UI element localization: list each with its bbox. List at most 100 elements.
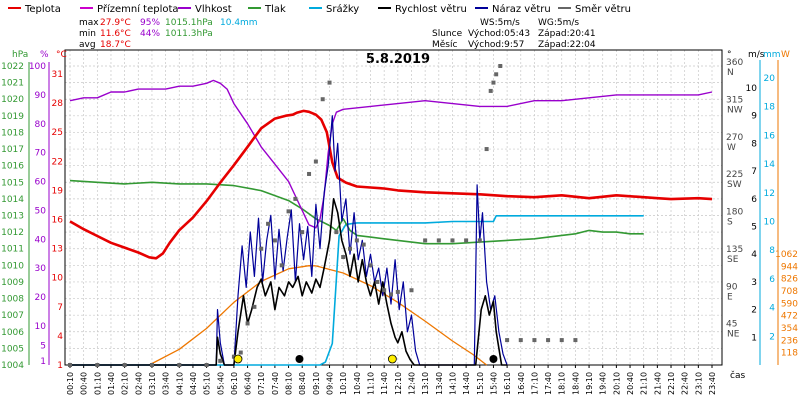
series-temperature-line bbox=[69, 109, 713, 260]
x-tick-label: 10:40 bbox=[353, 372, 362, 395]
axis-ms: m/s 1 2 3 4 5 6 7 8 9 10 bbox=[746, 50, 765, 343]
series-wind-dir-point bbox=[389, 292, 393, 297]
axis-ms-tick: 7 bbox=[751, 167, 757, 177]
series-wind-dir-point bbox=[423, 238, 428, 243]
x-tick-label: 15:40 bbox=[489, 372, 498, 395]
info-moon-rise: Východ:9:57 bbox=[468, 40, 524, 50]
x-tick-label: 18:40 bbox=[571, 372, 580, 395]
axis-w: W 118 236 354 472 590 708 826 944 1062 bbox=[775, 50, 798, 365]
axis-ms-tick: 8 bbox=[751, 139, 757, 149]
axis-pct-tick: 10 bbox=[35, 322, 47, 332]
series-wind-dir-point bbox=[484, 147, 489, 152]
axis-c-tick: 16 bbox=[52, 216, 64, 226]
stats-min-press: 1011.3hPa bbox=[165, 29, 213, 39]
axis-mm-tick: 20 bbox=[764, 74, 776, 84]
x-tick-label: 04:10 bbox=[175, 372, 184, 395]
axis-w-tick: 708 bbox=[781, 287, 798, 297]
x-axis-label: čas bbox=[730, 370, 745, 381]
x-tick-label: 02:40 bbox=[134, 372, 143, 395]
axis-hpa-tick: 1016 bbox=[1, 162, 24, 172]
series-wind-dir-point bbox=[272, 238, 277, 243]
axis-mm-tick: 16 bbox=[764, 131, 776, 141]
axis-hpa-tick: 1011 bbox=[1, 245, 24, 255]
axis-c-tick: 4 bbox=[57, 332, 63, 342]
axis-deg-tick: 270 bbox=[726, 133, 743, 143]
axis-hpa-tick: 1012 bbox=[1, 228, 24, 238]
series-wind-dir-point bbox=[436, 238, 441, 243]
info-moon-label: Měsíc bbox=[432, 40, 457, 50]
x-tick-label: 02:10 bbox=[121, 372, 130, 395]
axis-deg-dir: S bbox=[727, 218, 733, 228]
axis-mm-tick: 18 bbox=[764, 103, 776, 113]
axis-mm-tick: 2 bbox=[769, 332, 775, 342]
stats-max-press: 1015.1hPa bbox=[165, 18, 213, 28]
series-wind-dir-point bbox=[334, 230, 339, 235]
series-wind-dir-point bbox=[498, 64, 503, 68]
axis-w-unit: W bbox=[781, 50, 790, 60]
x-tick-label: 07:10 bbox=[257, 372, 266, 395]
axis-pct-tick: 40 bbox=[35, 235, 47, 245]
info-ws: WS:5m/s bbox=[480, 18, 520, 28]
series-wind-dir-point bbox=[286, 209, 291, 214]
axis-mm-tick: 8 bbox=[769, 246, 775, 256]
axis-hpa-tick: 1018 bbox=[1, 128, 24, 138]
axis-hpa-tick: 1015 bbox=[1, 178, 24, 188]
legend-label-vlhkost: Vlhkost bbox=[195, 4, 232, 15]
series-wind-dir-point bbox=[238, 350, 243, 355]
series-wind-dir-point bbox=[307, 171, 312, 176]
series-wind-dir-point bbox=[532, 338, 537, 343]
axis-c-tick: 28 bbox=[52, 99, 64, 109]
series-wind-dir-point bbox=[204, 363, 209, 367]
series-wind-dir-point bbox=[354, 238, 359, 243]
series-speed-line bbox=[70, 198, 508, 366]
legend-label-teplota: Teplota bbox=[24, 4, 61, 15]
axis-ms-tick: 6 bbox=[751, 195, 757, 205]
axis-pct-tick: 30 bbox=[35, 264, 47, 274]
x-tick-label: 14:10 bbox=[448, 372, 457, 395]
series-wind-dir-point bbox=[266, 221, 271, 226]
legend-label-smer-vetru: Směr větru bbox=[575, 3, 631, 15]
x-tick-label: 04:40 bbox=[189, 372, 198, 395]
x-tick-label: 13:40 bbox=[435, 372, 444, 395]
series-wind-dir-point bbox=[327, 80, 332, 85]
axis-deg-unit: ° bbox=[727, 50, 732, 60]
x-tick-label: 01:40 bbox=[107, 372, 116, 395]
axis-w-tick: 590 bbox=[781, 299, 798, 309]
stats-avg-temp: 18.7°C bbox=[100, 40, 131, 50]
x-tick-label: 11:40 bbox=[380, 372, 389, 395]
series-wind-dir-point bbox=[518, 338, 523, 343]
series-wind-dir-point bbox=[505, 338, 510, 343]
stats-min-label: min bbox=[79, 29, 96, 39]
axis-w-tick: 354 bbox=[781, 324, 798, 334]
x-tick-label: 01:10 bbox=[93, 372, 102, 395]
x-tick-label: 10:10 bbox=[339, 372, 348, 395]
stats-max-label: max bbox=[79, 18, 99, 28]
axis-hpa-tick: 1008 bbox=[1, 295, 24, 305]
axis-hpa-tick: 1004 bbox=[1, 361, 24, 371]
axis-hpa-tick: 1005 bbox=[1, 344, 24, 354]
series-wind-dir-point bbox=[488, 88, 493, 93]
axis-deg-dir: W bbox=[727, 143, 736, 153]
x-tick-label: 11:10 bbox=[367, 372, 376, 395]
axis-pct: % 1 5 10 20 30 40 50 60 70 80 90 100 bbox=[29, 50, 50, 367]
x-tick-label: 08:40 bbox=[298, 372, 307, 395]
axis-hpa-tick: 1022 bbox=[1, 62, 24, 72]
x-tick-label: 17:40 bbox=[544, 372, 553, 395]
stats-min-temp: 11.6°C bbox=[100, 29, 131, 39]
stats-min-hum: 44% bbox=[140, 29, 160, 39]
x-tick-label: 16:10 bbox=[503, 372, 512, 395]
x-tick-label: 09:10 bbox=[312, 372, 321, 395]
series-wind-dir-point bbox=[348, 246, 353, 251]
axis-hpa-tick: 1020 bbox=[1, 95, 24, 105]
axis-hpa-tick: 1021 bbox=[1, 79, 24, 89]
axis-hpa-tick: 1009 bbox=[1, 278, 24, 288]
series-wind-dir-point bbox=[395, 289, 400, 294]
axis-deg-dir: SW bbox=[727, 180, 742, 190]
axis-hpa-tick: 1014 bbox=[1, 195, 24, 205]
axis-pct-tick: 60 bbox=[35, 178, 47, 188]
x-axis: 00:10 00:40 01:10 01:40 02:10 02:40 03:10 03:40… bbox=[66, 365, 717, 395]
axis-w-tick: 944 bbox=[781, 262, 798, 272]
series-pressure-line bbox=[69, 179, 644, 245]
axis-mm-tick: 4 bbox=[769, 304, 775, 314]
